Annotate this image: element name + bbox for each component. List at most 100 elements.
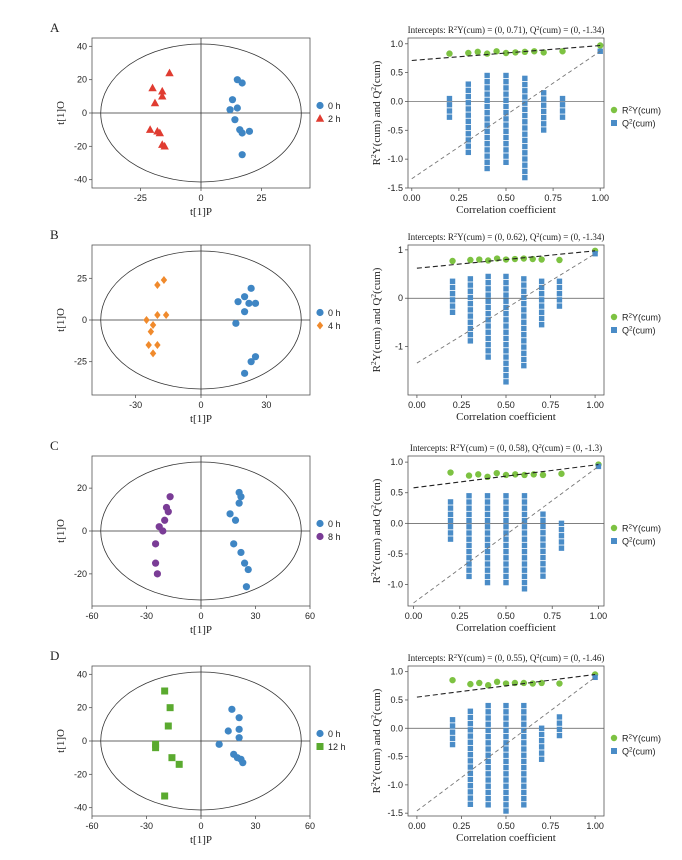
- panel-letter: B: [50, 227, 59, 242]
- y-tick-label: 0.5: [390, 68, 403, 78]
- q2-point: [503, 354, 509, 360]
- y-axis-label: t[1]O: [55, 101, 67, 125]
- control-point: [247, 358, 255, 366]
- q2-point: [503, 709, 509, 715]
- q2-point: [485, 317, 491, 323]
- legend-marker: [316, 308, 324, 317]
- treated-point: [160, 276, 168, 284]
- q2-point: [467, 282, 474, 288]
- q2-point: [521, 350, 527, 356]
- r2-point: [520, 255, 528, 262]
- q2-point: [466, 536, 472, 542]
- treated-point: [147, 327, 155, 336]
- x-axis-label: Correlation coefficient: [456, 411, 556, 423]
- q2-point: [522, 156, 528, 162]
- q2-point: [538, 725, 545, 731]
- q2-point: [484, 511, 491, 518]
- q2-point: [449, 309, 456, 315]
- q2-point: [466, 505, 472, 511]
- q2-point: [485, 279, 491, 286]
- y-tick-label: -40: [74, 175, 87, 185]
- legend-marker: [316, 729, 324, 738]
- x-tick-label: 0.75: [542, 400, 560, 410]
- treated-point: [160, 141, 169, 150]
- q2-point: [558, 545, 565, 551]
- r2-point: [476, 256, 483, 263]
- control-point: [230, 540, 238, 548]
- q2-point: [503, 372, 509, 379]
- legend-label: 0 h: [328, 101, 341, 111]
- q2-point: [503, 279, 509, 286]
- q2-point: [521, 752, 527, 758]
- q2-point: [485, 304, 491, 311]
- q2-point: [465, 100, 472, 106]
- q2-point: [485, 752, 491, 758]
- control-point: [226, 106, 234, 114]
- q2-point: [447, 499, 454, 505]
- legend-label-r2: R2Y(cum): [622, 733, 661, 744]
- q2-point: [503, 116, 509, 122]
- q2-point: [540, 511, 546, 517]
- treated-point: [158, 86, 167, 95]
- q2-point: [521, 536, 528, 542]
- legend-marker-r2: [610, 524, 618, 532]
- treated-point: [150, 98, 160, 107]
- y-tick-label: 0.0: [390, 96, 403, 106]
- r2-point: [512, 471, 519, 478]
- treated-point: [168, 754, 176, 762]
- control-point: [215, 740, 223, 748]
- legend-marker-r2: [610, 734, 618, 742]
- y-tick-label: 20: [77, 703, 87, 713]
- q2-point: [484, 85, 490, 91]
- treated-point: [145, 125, 155, 133]
- permutation-plot: Intercepts: R2Y(cum) = (0, 0.55), Q2(cum…: [369, 653, 662, 845]
- q2-point: [503, 366, 509, 373]
- q2-point: [540, 108, 547, 115]
- q2-point: [484, 555, 491, 561]
- control-point: [241, 308, 249, 316]
- q2-point: [484, 567, 491, 573]
- q2-point: [484, 72, 490, 79]
- q2-point: [503, 304, 509, 311]
- q2-point: [503, 536, 509, 542]
- q2-point: [538, 290, 545, 297]
- r2-point: [521, 471, 528, 479]
- q2-point: [484, 128, 490, 134]
- r2-point: [449, 257, 456, 265]
- y-tick-label: -20: [74, 141, 87, 151]
- q2-point: [503, 579, 509, 586]
- treated-point: [154, 311, 161, 319]
- q2-point: [484, 536, 491, 542]
- score-plot: -30 0 30 -25 0 25 t[1]P t[1]O 0 h 4 h: [55, 244, 341, 425]
- y-tick-label: 1: [398, 245, 403, 255]
- q2-point: [446, 114, 453, 120]
- treated-point: [153, 570, 161, 578]
- q2-point: [521, 530, 528, 536]
- y-tick-label: 0: [82, 736, 87, 746]
- q2-point: [467, 338, 474, 344]
- treated-point: [148, 83, 157, 92]
- q2-point: [521, 702, 527, 709]
- q2-point: [466, 524, 472, 530]
- r2-point: [556, 680, 563, 687]
- q2-point: [521, 561, 528, 567]
- treated-point: [151, 559, 160, 567]
- q2-point: [503, 85, 509, 91]
- q2-point: [522, 88, 528, 94]
- q2-point: [503, 715, 509, 721]
- q2-point: [521, 362, 527, 369]
- y-tick-label: 0: [82, 526, 87, 536]
- q2-point: [521, 764, 527, 771]
- r2-point: [483, 50, 491, 57]
- r2-regression-line: [416, 250, 596, 269]
- q2-point: [538, 744, 545, 750]
- q2-final-point: [592, 251, 598, 257]
- q2-point: [485, 709, 491, 715]
- q2-point: [484, 573, 491, 580]
- x-tick-label: 0.75: [544, 193, 562, 203]
- r2-point: [512, 49, 519, 56]
- y-tick-label: 40: [77, 41, 87, 51]
- q2-point: [521, 579, 528, 586]
- y-tick-label: 0.5: [390, 488, 403, 498]
- q2-point: [538, 278, 545, 284]
